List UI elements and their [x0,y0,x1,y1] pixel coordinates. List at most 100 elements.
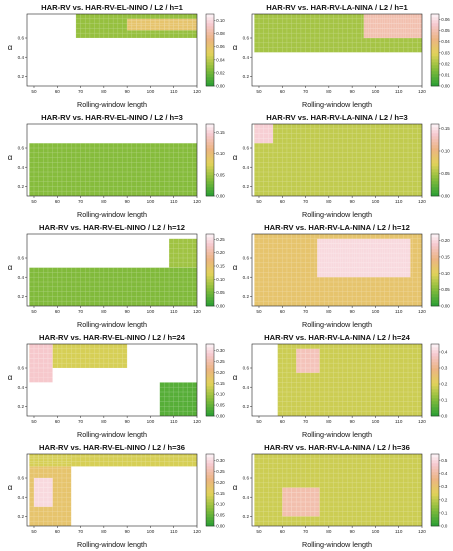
colorbar-swatch [431,466,439,470]
x-tick-label: 100 [372,89,380,94]
x-tick-label: 50 [31,89,37,94]
colorbar-swatch [431,291,439,295]
colorbar-tick-label: 0.15 [441,254,450,259]
colorbar-swatch [206,410,214,414]
x-tick-label: 110 [170,529,178,534]
x-tick-label: 80 [101,199,107,204]
colorbar-swatch [206,68,214,72]
x-tick-label: 60 [280,199,286,204]
colorbar-swatch [431,270,439,274]
colorbar-tick-label: 0.30 [216,348,225,353]
colorbar-swatch [431,71,439,75]
colorbar-swatch [206,190,214,194]
chart-title: HAR-RV vs. HAR-RV-LA-NINA / L2 / h=24 [264,333,410,342]
colorbar-swatch [206,377,214,381]
colorbar-swatch [431,368,439,372]
colorbar-tick-label: 0.06 [441,17,450,22]
x-tick-label: 90 [125,199,131,204]
x-tick-label: 60 [55,89,61,94]
colorbar-swatch [431,237,439,241]
heatmap-region [33,478,53,507]
colorbar-swatch [431,157,439,161]
x-axis-label: Rolling-window length [77,100,147,109]
x-tick-label: 60 [55,309,61,314]
x-tick-label: 70 [303,89,309,94]
plot-frame [251,123,423,197]
colorbar-swatch [206,41,214,45]
x-tick-label: 50 [256,529,262,534]
x-tick-label: 120 [418,89,426,94]
chart-title: HAR-RV vs. HAR-RV-EL-NINO / L2 / h=12 [39,223,185,232]
colorbar-swatch [206,383,214,387]
colorbar-swatch [206,350,214,354]
colorbar-swatch [206,187,214,191]
colorbar-swatch [431,68,439,72]
x-tick-label: 70 [78,89,84,94]
x-tick-label: 100 [147,199,155,204]
colorbar-swatch [206,267,214,271]
colorbar-swatch [431,374,439,378]
x-tick-label: 100 [147,529,155,534]
y-axis-label: α [232,263,238,272]
colorbar-swatch [431,83,439,87]
x-tick-label: 80 [101,529,107,534]
y-axis-label: α [232,43,238,52]
colorbar-swatch [431,178,439,182]
y-axis-label: α [7,373,13,382]
colorbar-swatch [431,499,439,503]
colorbar-swatch [431,463,439,467]
colorbar-tick-label: 0.00 [441,194,450,199]
colorbar-tick-label: 0.00 [441,84,450,89]
heatmap-plot: 50 60 70 80 90 100 110 120 0.2 0.4 0.6 0.00 0.05 0.10… [243,123,450,204]
colorbar-swatch [206,457,214,461]
colorbar-swatch [431,44,439,48]
y-axis-label: α [7,43,13,52]
colorbar-swatch [206,258,214,262]
colorbar-swatch [206,175,214,179]
colorbar-swatch [431,133,439,137]
colorbar-swatch [206,80,214,84]
colorbar-swatch [206,124,214,128]
colorbar-swatch [206,50,214,54]
chart-title: HAR-RV vs. HAR-RV-LA-NINA / L2 / h=1 [266,3,408,12]
colorbar-swatch [431,17,439,21]
colorbar-swatch [206,35,214,39]
colorbar-swatch [206,514,214,518]
colorbar-swatch [206,77,214,81]
colorbar-swatch [431,523,439,527]
colorbar-swatch [206,279,214,283]
colorbar-swatch [431,347,439,351]
colorbar-swatch [431,508,439,512]
colorbar-swatch [206,505,214,509]
plot-frame [26,343,198,417]
colorbar-swatch [206,466,214,470]
colorbar-swatch [206,374,214,378]
colorbar-swatch [431,413,439,417]
x-tick-label: 120 [418,199,426,204]
colorbar-swatch [431,26,439,30]
colorbar-swatch [431,407,439,411]
colorbar-tick-label: 0.00 [441,304,450,309]
y-tick-label: 0.6 [243,146,250,151]
heatmap-panel: HAR-RV vs. HAR-RV-EL-NINO / L2 / h=3 Roll… [5,113,225,221]
colorbar-swatch [431,389,439,393]
colorbar-swatch [206,14,214,18]
colorbar-swatch [206,300,214,304]
x-tick-label: 110 [395,89,403,94]
colorbar-swatch [206,356,214,360]
colorbar-swatch [206,303,214,307]
colorbar-tick-label: 0.00 [216,524,225,529]
y-axis-label: α [7,483,13,492]
colorbar-tick-label: 0.5 [441,458,448,463]
heatmap-plot: 50 60 70 80 90 100 110 120 0.2 0.4 0.6 0.00 0.05 0.10… [18,453,225,534]
colorbar-swatch [431,267,439,271]
colorbar-tick-label: 0.20 [441,238,450,243]
x-tick-label: 60 [55,529,61,534]
colorbar-tick-label: 0.1 [441,510,448,515]
x-tick-label: 120 [193,419,201,424]
heatmap-region [254,124,273,144]
plot-frame [26,13,198,87]
colorbar-swatch [206,392,214,396]
y-tick-label: 0.2 [18,514,25,519]
